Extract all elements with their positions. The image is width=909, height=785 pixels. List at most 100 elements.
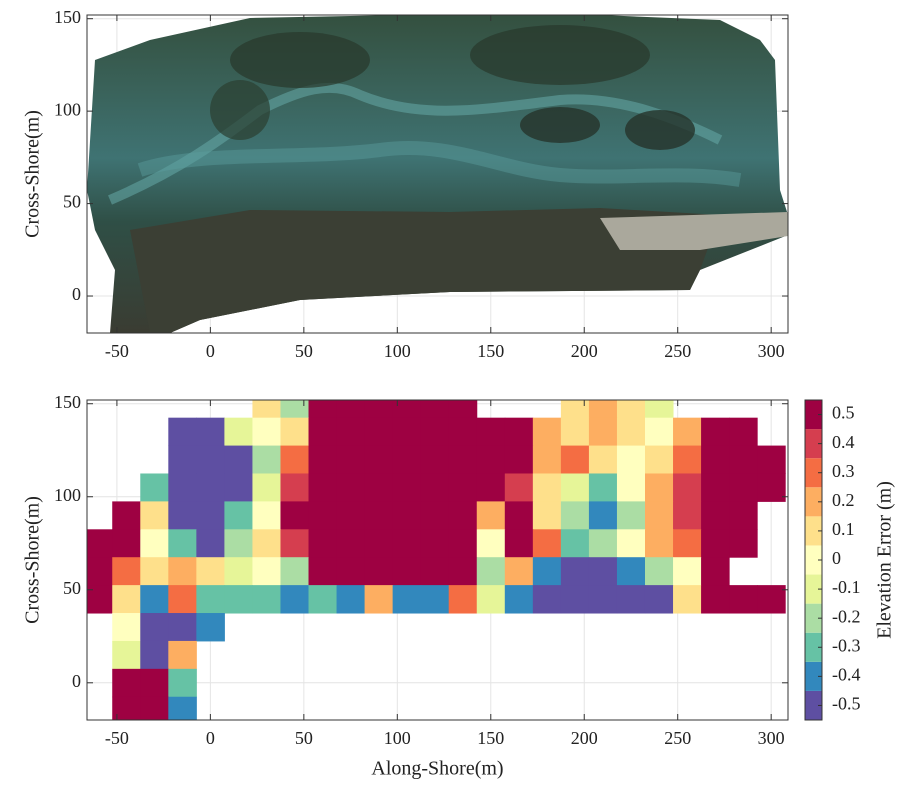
heat-cell: [140, 557, 169, 585]
heat-cell: [421, 390, 450, 418]
heat-cell: [393, 529, 422, 557]
heat-cell: [365, 418, 394, 446]
heat-cell: [252, 585, 281, 613]
heat-cell: [421, 529, 450, 557]
heat-cell: [280, 390, 309, 418]
heat-cell: [168, 446, 197, 474]
x-tick-label: -50: [105, 341, 129, 361]
heat-cell: [112, 669, 141, 697]
heat-cell: [533, 585, 562, 613]
heat-cell: [533, 501, 562, 529]
y-tick-label: 0: [72, 671, 81, 691]
heat-cell: [168, 501, 197, 529]
x-tick-label: 150: [477, 728, 504, 748]
heat-cell: [112, 529, 141, 557]
heat-cell: [617, 473, 646, 501]
heat-cell: [196, 473, 225, 501]
heat-cell: [280, 557, 309, 585]
heat-cell: [365, 557, 394, 585]
heat-cell: [84, 557, 113, 585]
y-tick-label: 100: [54, 485, 81, 505]
heat-cell: [561, 473, 590, 501]
x-tick-label: 300: [758, 728, 785, 748]
heat-cell: [449, 501, 478, 529]
x-tick-label: 0: [206, 341, 215, 361]
heat-cell: [224, 529, 253, 557]
heat-cell: [589, 557, 618, 585]
x-tick-label: 200: [571, 341, 598, 361]
y-tick-label: 50: [63, 578, 81, 598]
heat-cell: [168, 557, 197, 585]
y-axis-label: Cross-Shore(m): [22, 110, 44, 238]
heat-cell: [477, 585, 506, 613]
heat-cell: [224, 418, 253, 446]
heat-cell: [252, 501, 281, 529]
heat-cell: [168, 669, 197, 697]
heat-cell: [309, 473, 338, 501]
heat-cell: [280, 529, 309, 557]
heat-cell: [533, 446, 562, 474]
heat-cell: [589, 418, 618, 446]
heat-cell: [561, 446, 590, 474]
heat-cell: [421, 501, 450, 529]
heat-cell: [729, 529, 758, 557]
heat-cell: [196, 585, 225, 613]
heat-cell: [589, 390, 618, 418]
heat-cell: [393, 418, 422, 446]
heat-cell: [701, 557, 730, 585]
colorbar-label: Elevation Error (m): [874, 481, 896, 639]
orthophoto: [87, 15, 788, 333]
heat-cell: [196, 501, 225, 529]
heat-cell: [224, 446, 253, 474]
heat-cell: [421, 418, 450, 446]
heat-cell: [617, 557, 646, 585]
heat-cell: [112, 585, 141, 613]
heat-cell: [561, 557, 590, 585]
heat-cell: [477, 473, 506, 501]
heat-cell: [140, 669, 169, 697]
heat-cell: [337, 557, 366, 585]
heat-cell: [168, 418, 197, 446]
heat-cell: [196, 613, 225, 641]
heat-cell: [393, 557, 422, 585]
heat-cell: [617, 446, 646, 474]
colorbar-tick-label: 0: [832, 548, 841, 568]
heat-cell: [617, 529, 646, 557]
heat-cell: [645, 557, 674, 585]
heat-cell: [224, 585, 253, 613]
heat-cell: [365, 529, 394, 557]
heat-cell: [673, 446, 702, 474]
heat-cell: [505, 501, 534, 529]
heat-cell: [449, 390, 478, 418]
x-tick-label: -50: [105, 728, 129, 748]
heat-cell: [645, 446, 674, 474]
y-axis-label: Cross-Shore(m): [22, 496, 44, 624]
heat-cell: [701, 585, 730, 613]
y-tick-label: 150: [54, 7, 81, 27]
heat-cell: [561, 585, 590, 613]
heat-cell: [337, 418, 366, 446]
x-tick-label: 150: [477, 341, 504, 361]
heat-cell: [645, 501, 674, 529]
heat-cell: [645, 529, 674, 557]
heat-cell: [280, 473, 309, 501]
colorbar-tick-label: -0.1: [832, 577, 861, 597]
heat-cell: [252, 390, 281, 418]
heat-cell: [505, 585, 534, 613]
colorbar-tick-label: 0.5: [832, 403, 855, 423]
x-tick-label: 50: [295, 341, 313, 361]
heat-cell: [337, 585, 366, 613]
colorbar-tick-label: 0.1: [832, 519, 855, 539]
heat-cell: [393, 585, 422, 613]
heat-cell: [365, 585, 394, 613]
heat-cell: [449, 585, 478, 613]
heat-cell: [561, 501, 590, 529]
heat-cell: [701, 418, 730, 446]
heat-cell: [140, 697, 169, 725]
heat-cell: [701, 446, 730, 474]
heat-cell: [196, 418, 225, 446]
heat-cell: [589, 501, 618, 529]
heat-cell: [168, 697, 197, 725]
heat-cell: [589, 473, 618, 501]
heat-cell: [168, 641, 197, 669]
